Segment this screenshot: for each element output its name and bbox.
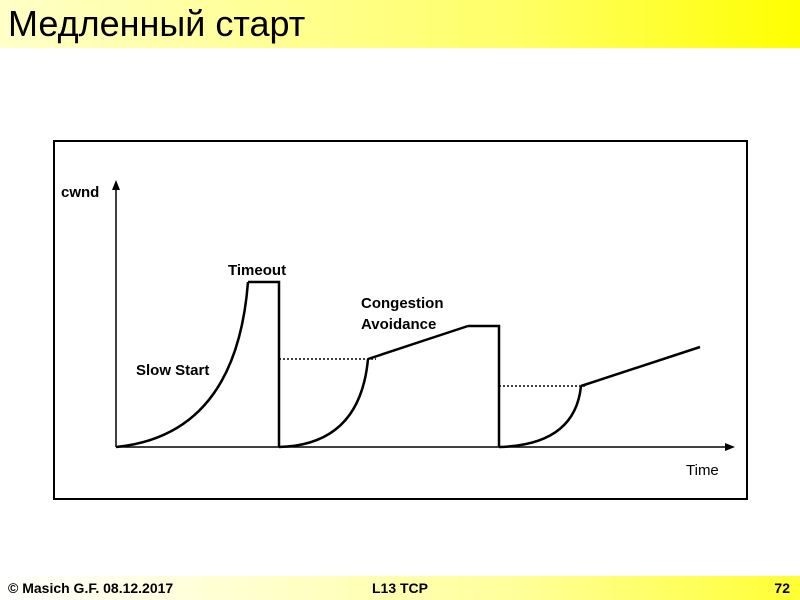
slow-start-curve-3: [498, 385, 583, 449]
congestion-label-line1: Congestion: [361, 295, 444, 312]
title-bar: Медленный старт: [0, 0, 800, 48]
timeout-label: Timeout: [228, 262, 286, 279]
second-plateau: [468, 324, 501, 447]
congestion-avoidance-line-1: [367, 324, 469, 361]
footer-copyright: © Masich G.F. 08.12.2017: [8, 580, 174, 596]
congestion-label-line2: Avoidance: [361, 316, 436, 333]
slide-title: Медленный старт: [8, 3, 306, 44]
timeout-plateau: [248, 280, 281, 447]
slow-start-curve-2: [278, 358, 370, 449]
slow-start-label: Slow Start: [136, 362, 209, 379]
y-axis-label: cwnd: [61, 184, 99, 201]
footer-page-number: 72: [774, 580, 790, 596]
x-axis-arrow: [725, 443, 735, 451]
y-axis-arrow: [112, 180, 120, 190]
footer: © Masich G.F. 08.12.2017 L13 TCP 72: [0, 576, 800, 600]
x-axis-label: Time: [686, 462, 719, 479]
footer-lecture: L13 TCP: [371, 580, 428, 596]
diagram-frame: [53, 140, 748, 500]
slow-start-curve-1: [115, 281, 250, 449]
congestion-avoidance-line-2: [580, 345, 701, 388]
